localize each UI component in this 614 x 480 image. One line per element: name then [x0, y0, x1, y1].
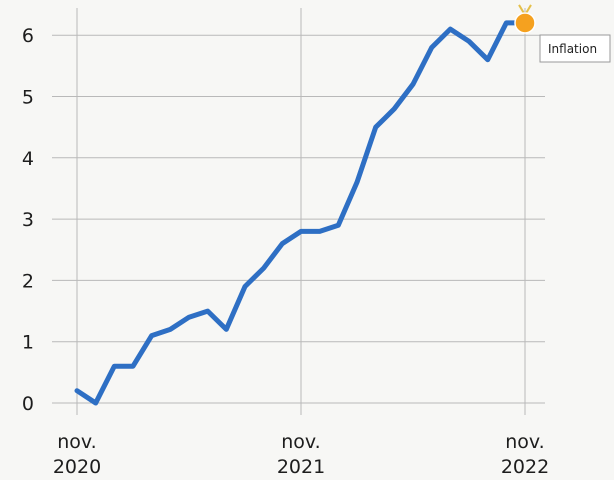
x-tick-label-0-line1: nov. — [57, 431, 96, 453]
x-tick-label-0-line2: 2020 — [53, 456, 101, 478]
y-tick-label-1: 1 — [22, 332, 34, 354]
highlight-point — [514, 12, 536, 34]
y-tick-label-3: 3 — [22, 209, 34, 231]
series-line-0 — [74, 20, 528, 406]
x-tick-label-2-line1: nov. — [505, 431, 544, 453]
tooltip-label: Inflation — [548, 42, 597, 56]
x-tick-label-2-line2: 2022 — [501, 456, 549, 478]
y-tick-label-2: 2 — [22, 270, 34, 292]
y-tick-label-0: 0 — [22, 393, 34, 415]
x-axis-tick-labels: nov. 2020 nov. 2021 nov. 2022 — [53, 431, 549, 478]
highlight-layer — [514, 4, 536, 34]
y-tick-label-6: 6 — [22, 25, 34, 47]
y-tick-label-5: 5 — [22, 87, 34, 109]
x-tick-label-1-line1: nov. — [281, 431, 320, 453]
x-tick-label-1-line2: 2021 — [277, 456, 325, 478]
y-axis-tick-labels: 0 1 2 3 4 5 6 — [22, 25, 34, 415]
series-layer — [74, 20, 528, 406]
tooltip: Inflation — [539, 34, 611, 63]
grid-lines — [52, 8, 545, 415]
y-tick-label-4: 4 — [22, 148, 34, 170]
tooltip-box — [539, 34, 611, 63]
